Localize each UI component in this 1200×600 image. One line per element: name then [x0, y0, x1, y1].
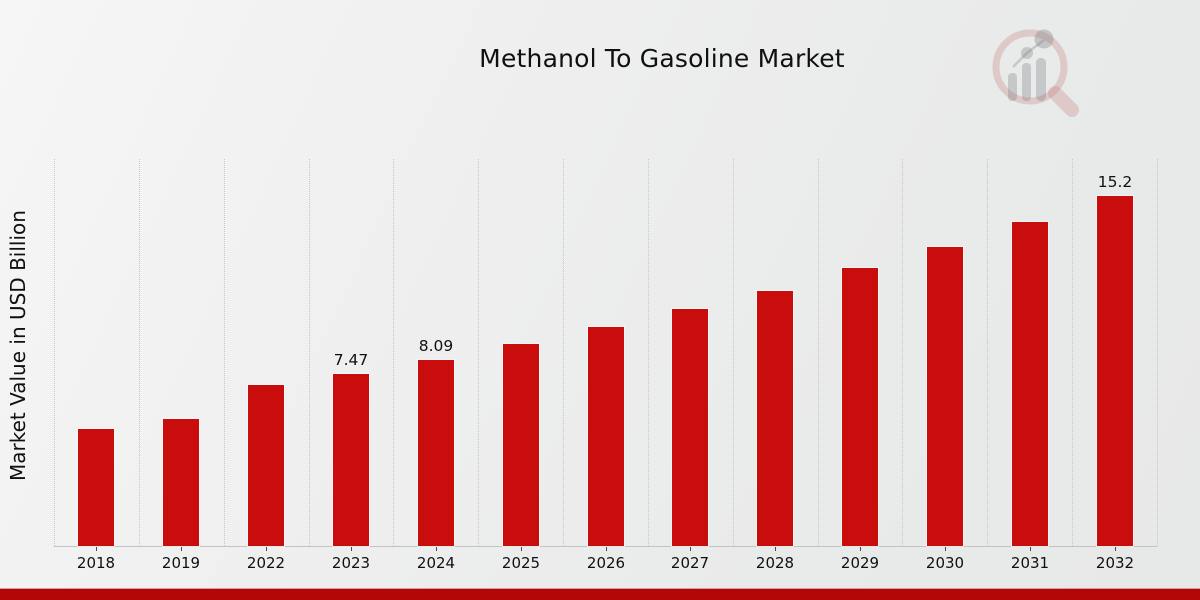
gridline [1072, 159, 1074, 546]
x-tick-label-2030: 2030 [925, 554, 965, 572]
x-tick-2019 [181, 547, 182, 551]
x-tick-label-2029: 2029 [840, 554, 880, 572]
x-tick-2018 [96, 547, 97, 551]
bar-2024 [418, 360, 454, 546]
x-tick-2023 [351, 547, 352, 551]
x-tick-label-2019: 2019 [161, 554, 201, 572]
chart-title: Methanol To Gasoline Market [479, 44, 845, 73]
x-tick-label-2023: 2023 [331, 554, 371, 572]
x-tick-2026 [606, 547, 607, 551]
bar-2025 [503, 344, 539, 546]
x-tick-2027 [690, 547, 691, 551]
gridline [817, 159, 819, 546]
x-tick-2030 [945, 547, 946, 551]
x-tick-label-2026: 2026 [586, 554, 626, 572]
gridline [647, 159, 649, 546]
bar-value-label-2023: 7.47 [333, 351, 369, 369]
magnifier-bar-chart-watermark-icon [992, 29, 1079, 117]
gridline [987, 159, 989, 546]
gridline [54, 159, 55, 546]
bar-2027 [672, 309, 708, 546]
y-axis-label: Market Value in USD Billion [6, 210, 30, 481]
footer-stripe [0, 588, 1200, 600]
bar-value-label-2024: 8.09 [418, 337, 454, 355]
x-tick-2022 [266, 547, 267, 551]
bar-2030 [927, 247, 963, 546]
gridline [732, 159, 734, 546]
bar-2031 [1012, 222, 1048, 546]
x-tick-label-2018: 2018 [76, 554, 116, 572]
x-tick-2028 [775, 547, 776, 551]
bar-2023 [333, 374, 369, 546]
gridline [138, 159, 140, 546]
x-tick-2032 [1115, 547, 1116, 551]
gridline [223, 159, 225, 546]
bar-2029 [842, 268, 878, 546]
x-tick-label-2024: 2024 [416, 554, 456, 572]
x-tick-label-2022: 2022 [246, 554, 286, 572]
x-tick-label-2025: 2025 [501, 554, 541, 572]
bar-2026 [588, 327, 624, 546]
x-tick-label-2028: 2028 [755, 554, 795, 572]
x-tick-label-2027: 2027 [670, 554, 710, 572]
bar-2032 [1097, 196, 1133, 546]
gridline [478, 159, 480, 546]
gridline [1157, 159, 1158, 546]
x-tick-label-2031: 2031 [1010, 554, 1050, 572]
x-axis-line [54, 546, 1157, 547]
x-tick-label-2032: 2032 [1095, 554, 1135, 572]
x-tick-2029 [860, 547, 861, 551]
gridline [563, 159, 565, 546]
x-tick-2025 [521, 547, 522, 551]
gridline [308, 159, 310, 546]
bar-value-label-2032: 15.2 [1097, 173, 1133, 191]
x-tick-2031 [1030, 547, 1031, 551]
x-tick-2024 [436, 547, 437, 551]
bar-2028 [757, 291, 793, 546]
bar-2019 [163, 419, 199, 546]
bar-2022 [248, 385, 284, 546]
bar-2018 [78, 429, 114, 546]
gridline [902, 159, 904, 546]
gridline [393, 159, 395, 546]
